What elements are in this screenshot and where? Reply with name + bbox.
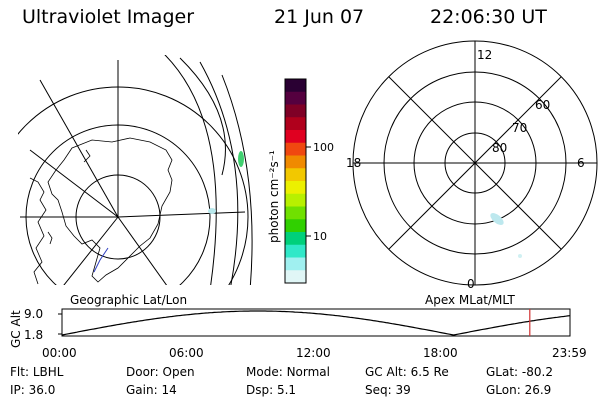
alt-xtick: 12:00 bbox=[296, 346, 331, 360]
apex-label: Apex MLat/MLT bbox=[425, 293, 515, 307]
aurora-spot bbox=[490, 213, 504, 225]
footer-dsp: Dsp: 5.1 bbox=[246, 383, 297, 397]
geographic-label: Geographic Lat/Lon bbox=[70, 293, 187, 307]
footer-mode: Mode: Normal bbox=[246, 365, 330, 379]
colorbar-stripe bbox=[285, 193, 306, 207]
aurora-spot bbox=[238, 151, 244, 167]
geographic-map bbox=[18, 55, 253, 285]
alt-ytick: 9.0 bbox=[24, 307, 43, 321]
time-label: 22:06:30 UT bbox=[430, 6, 547, 28]
instrument-title: Ultraviolet Imager bbox=[22, 6, 195, 28]
mlt-label: 12 bbox=[477, 48, 492, 62]
footer-gain: Gain: 14 bbox=[126, 383, 177, 397]
polar-plot bbox=[352, 40, 598, 286]
footer-seq: Seq: 39 bbox=[365, 383, 411, 397]
footer-glat: GLat: -80.2 bbox=[486, 365, 553, 379]
aurora-spot bbox=[518, 254, 522, 258]
colorbar-stripe bbox=[285, 232, 306, 246]
mlt-label: 6 bbox=[577, 156, 585, 170]
mlt-label: 0 bbox=[467, 277, 475, 291]
lat-label: 80 bbox=[492, 141, 507, 155]
aurora-spot bbox=[208, 208, 216, 214]
colorbar-stripe bbox=[285, 155, 306, 169]
colorbar-stripe bbox=[285, 206, 306, 220]
alt-xtick: 23:59 bbox=[552, 346, 587, 360]
alt-xtick: 18:00 bbox=[423, 346, 458, 360]
mlt-label: 18 bbox=[346, 156, 361, 170]
colorbar-tick: 10 bbox=[313, 230, 327, 243]
colorbar-stripe bbox=[285, 168, 306, 182]
colorbar-stripe bbox=[285, 79, 306, 93]
lat-label: 60 bbox=[535, 98, 550, 112]
alt-xtick: 06:00 bbox=[169, 346, 204, 360]
altitude-frame bbox=[61, 308, 571, 337]
footer-glon: GLon: 26.9 bbox=[486, 383, 552, 397]
alt-ylabel: GC Alt bbox=[9, 310, 23, 348]
colorbar-stripe bbox=[285, 270, 306, 284]
colorbar-stripe bbox=[285, 142, 306, 156]
colorbar-stripe bbox=[285, 130, 306, 144]
color-bar bbox=[285, 79, 306, 284]
alt-xtick: 00:00 bbox=[42, 346, 77, 360]
footer-flt: Flt: LBHL bbox=[10, 365, 64, 379]
colorbar-stripe bbox=[285, 257, 306, 271]
lat-label: 70 bbox=[512, 121, 527, 135]
altitude-curve bbox=[61, 310, 571, 336]
colorbar-stripe bbox=[285, 91, 306, 105]
colorbar-stripe bbox=[285, 104, 306, 118]
footer-door: Door: Open bbox=[126, 365, 195, 379]
footer-ip: IP: 36.0 bbox=[10, 383, 56, 397]
footer-gc-alt: GC Alt: 6.5 Re bbox=[365, 365, 449, 379]
colorbar-unit-label: photon cm⁻²s⁻¹ bbox=[267, 150, 281, 243]
alt-ytick: 1.8 bbox=[24, 328, 43, 342]
colorbar-stripe bbox=[285, 244, 306, 258]
colorbar-stripe bbox=[285, 181, 306, 195]
colorbar-stripe bbox=[285, 117, 306, 131]
colorbar-tick: 100 bbox=[313, 141, 334, 154]
date-label: 21 Jun 07 bbox=[274, 6, 365, 28]
colorbar-stripe bbox=[285, 219, 306, 233]
